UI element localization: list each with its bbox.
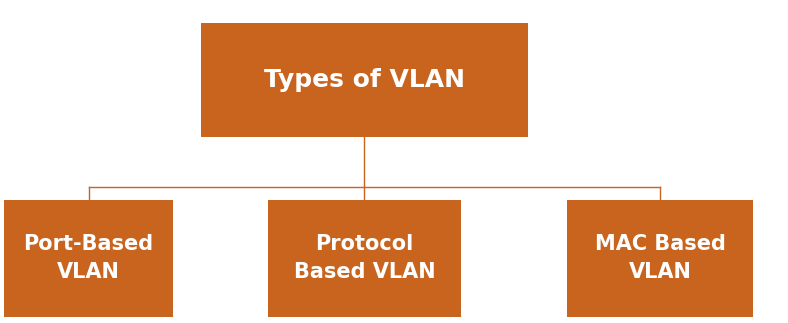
- Text: MAC Based
VLAN: MAC Based VLAN: [594, 234, 726, 282]
- FancyBboxPatch shape: [201, 23, 528, 137]
- FancyBboxPatch shape: [567, 200, 753, 317]
- FancyBboxPatch shape: [4, 200, 173, 317]
- FancyBboxPatch shape: [268, 200, 461, 317]
- Text: Port-Based
VLAN: Port-Based VLAN: [24, 234, 154, 282]
- Text: Protocol
Based VLAN: Protocol Based VLAN: [294, 234, 435, 282]
- Text: Types of VLAN: Types of VLAN: [264, 68, 465, 92]
